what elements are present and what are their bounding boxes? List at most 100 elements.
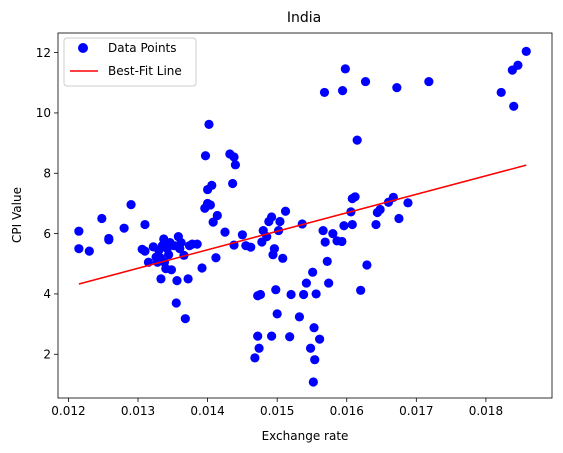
data-point-70 [269, 244, 279, 254]
legend-box [63, 37, 197, 87]
data-point-2 [84, 246, 94, 256]
data-point-115 [394, 213, 404, 224]
data-point-89 [315, 334, 325, 344]
data-point-71 [271, 285, 281, 295]
y-tick-label-1: 4 [43, 287, 51, 301]
x-tick-label-2: 0.014 [190, 404, 224, 418]
data-point-86 [309, 323, 319, 333]
data-point-82 [301, 278, 311, 288]
data-point-28 [172, 276, 182, 286]
data-point-34 [183, 274, 193, 284]
data-point-44 [205, 200, 215, 210]
data-point-91 [319, 87, 330, 98]
data-point-79 [294, 312, 305, 322]
data-point-83 [305, 343, 316, 353]
data-point-116 [403, 198, 413, 208]
data-point-95 [328, 229, 338, 239]
legend: Data Points Best-Fit Line [63, 37, 197, 87]
data-point-102 [347, 219, 357, 230]
y-tick-label-4: 10 [36, 106, 51, 120]
data-point-58 [250, 353, 260, 363]
data-point-68 [267, 331, 277, 341]
data-point-85 [308, 377, 318, 387]
data-point-51 [228, 178, 238, 189]
y-tick-label-0: 2 [43, 348, 51, 362]
data-point-81 [299, 289, 309, 300]
data-point-105 [352, 135, 362, 145]
data-point-38 [197, 263, 207, 273]
best-fit-line-layer [78, 164, 527, 285]
data-point-23 [164, 250, 174, 260]
data-point-67 [267, 212, 277, 222]
x-tick-label-0: 0.012 [51, 404, 85, 418]
data-point-9 [140, 246, 150, 256]
data-point-118 [496, 87, 506, 98]
data-point-111 [375, 204, 385, 215]
data-point-120 [509, 101, 519, 111]
data-point-98 [337, 86, 348, 96]
data-point-75 [278, 253, 288, 263]
data-point-117 [424, 76, 434, 87]
data-point-55 [237, 230, 247, 240]
data-point-48 [212, 210, 222, 221]
y-tick-label-3: 8 [43, 167, 51, 181]
data-point-10 [140, 219, 150, 230]
best-fit-line [78, 164, 527, 285]
legend-label-data-points: Data Points [108, 41, 177, 55]
data-point-72 [272, 309, 282, 319]
x-tick-label-4: 0.016 [330, 404, 364, 418]
data-point-45 [207, 180, 217, 190]
data-point-37 [192, 239, 202, 249]
data-point-1 [74, 244, 84, 254]
data-point-31 [176, 238, 186, 248]
data-point-46 [208, 217, 218, 227]
x-axis-label: Exchange rate [262, 429, 349, 443]
data-point-49 [220, 227, 230, 237]
y-tick-label-2: 6 [43, 227, 51, 241]
data-point-114 [392, 83, 402, 93]
data-point-93 [322, 256, 332, 266]
x-tick-label-1: 0.013 [121, 404, 155, 418]
data-point-61 [254, 343, 264, 353]
x-tick-label-5: 0.017 [399, 404, 433, 418]
data-point-107 [360, 76, 371, 87]
data-point-25 [166, 265, 177, 275]
legend-marker-data-points [78, 43, 88, 53]
data-point-54 [230, 160, 241, 170]
data-point-88 [311, 289, 321, 299]
y-axis-label: CPI Value [10, 187, 24, 243]
y-axis-ticks: 2 4 6 8 10 12 [36, 46, 58, 362]
data-point-99 [339, 221, 349, 231]
data-point-76 [280, 206, 291, 216]
plot-area-frame [57, 32, 553, 399]
data-point-109 [371, 219, 381, 230]
data-point-62 [255, 289, 266, 300]
data-point-6 [119, 223, 129, 233]
data-point-100 [340, 64, 350, 74]
data-point-27 [171, 298, 181, 308]
data-point-97 [337, 236, 347, 247]
data-point-3 [97, 213, 107, 224]
data-point-52 [229, 152, 239, 162]
data-point-78 [286, 289, 296, 300]
data-point-40 [200, 151, 211, 161]
data-point-74 [275, 216, 285, 227]
data-point-94 [324, 278, 334, 288]
data-point-108 [362, 260, 372, 270]
data-point-122 [521, 46, 531, 57]
data-point-57 [246, 242, 256, 252]
x-tick-label-6: 0.018 [469, 404, 503, 418]
data-point-90 [318, 225, 328, 236]
legend-label-best-fit: Best-Fit Line [108, 64, 182, 78]
data-point-104 [350, 192, 360, 202]
data-point-7 [126, 200, 136, 210]
data-point-60 [253, 331, 263, 341]
x-tick-label-3: 0.015 [260, 404, 294, 418]
data-point-106 [356, 285, 366, 295]
y-tick-label-5: 12 [36, 46, 51, 60]
data-point-43 [204, 119, 214, 129]
chart-title: India [287, 10, 321, 26]
data-point-17 [156, 274, 166, 284]
data-point-87 [310, 355, 320, 365]
